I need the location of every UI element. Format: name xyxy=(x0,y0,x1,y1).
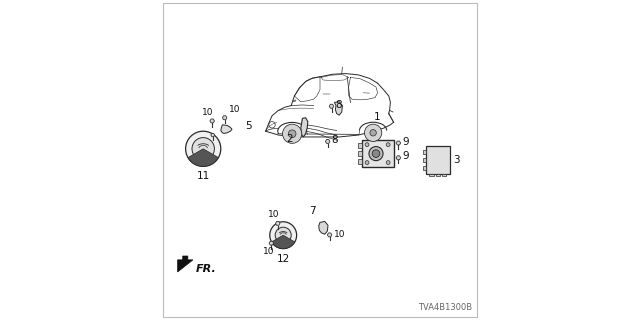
Text: 2: 2 xyxy=(286,134,292,144)
Polygon shape xyxy=(329,104,334,108)
Circle shape xyxy=(387,161,390,164)
Text: 12: 12 xyxy=(276,254,290,264)
Bar xyxy=(436,173,440,176)
Bar xyxy=(426,147,451,173)
Polygon shape xyxy=(210,119,214,123)
Polygon shape xyxy=(292,100,296,102)
Bar xyxy=(423,158,426,162)
Text: 8: 8 xyxy=(335,100,342,110)
Polygon shape xyxy=(211,133,215,137)
Circle shape xyxy=(372,150,380,157)
Text: 7: 7 xyxy=(310,206,316,216)
Circle shape xyxy=(370,130,376,136)
Text: 9: 9 xyxy=(403,137,409,147)
Text: 5: 5 xyxy=(245,121,252,132)
Text: 10: 10 xyxy=(268,210,280,219)
Circle shape xyxy=(270,222,297,249)
Circle shape xyxy=(365,143,369,147)
Circle shape xyxy=(387,143,390,147)
Polygon shape xyxy=(396,156,401,160)
Wedge shape xyxy=(271,235,295,249)
Polygon shape xyxy=(301,118,308,137)
Circle shape xyxy=(365,124,381,141)
Text: 10: 10 xyxy=(202,108,214,117)
Polygon shape xyxy=(328,233,332,237)
Circle shape xyxy=(369,147,383,161)
Polygon shape xyxy=(334,102,342,115)
Text: 3: 3 xyxy=(453,155,460,165)
Polygon shape xyxy=(269,241,274,245)
Text: 10: 10 xyxy=(334,230,345,239)
Polygon shape xyxy=(326,140,330,143)
Circle shape xyxy=(192,138,214,160)
Bar xyxy=(358,159,362,164)
Bar xyxy=(423,166,426,170)
Circle shape xyxy=(288,130,296,138)
Polygon shape xyxy=(178,256,193,272)
Polygon shape xyxy=(275,221,280,225)
Bar xyxy=(442,173,447,176)
FancyBboxPatch shape xyxy=(362,140,394,167)
Text: 10: 10 xyxy=(263,247,275,256)
Text: 10: 10 xyxy=(228,105,240,114)
Text: FR.: FR. xyxy=(196,264,217,274)
Circle shape xyxy=(365,161,369,164)
Bar xyxy=(423,150,426,154)
Text: 1: 1 xyxy=(374,112,381,122)
Bar xyxy=(358,143,362,148)
Bar xyxy=(429,173,434,176)
Bar xyxy=(358,151,362,156)
Wedge shape xyxy=(188,149,218,166)
Polygon shape xyxy=(396,141,401,145)
Text: 9: 9 xyxy=(403,151,409,162)
Text: 8: 8 xyxy=(332,135,338,145)
Polygon shape xyxy=(223,116,227,120)
Text: TVA4B1300B: TVA4B1300B xyxy=(418,303,472,312)
Polygon shape xyxy=(319,221,328,234)
Circle shape xyxy=(282,124,302,143)
Circle shape xyxy=(186,131,221,166)
Polygon shape xyxy=(221,125,232,133)
Circle shape xyxy=(275,227,291,243)
Text: 11: 11 xyxy=(196,171,210,181)
